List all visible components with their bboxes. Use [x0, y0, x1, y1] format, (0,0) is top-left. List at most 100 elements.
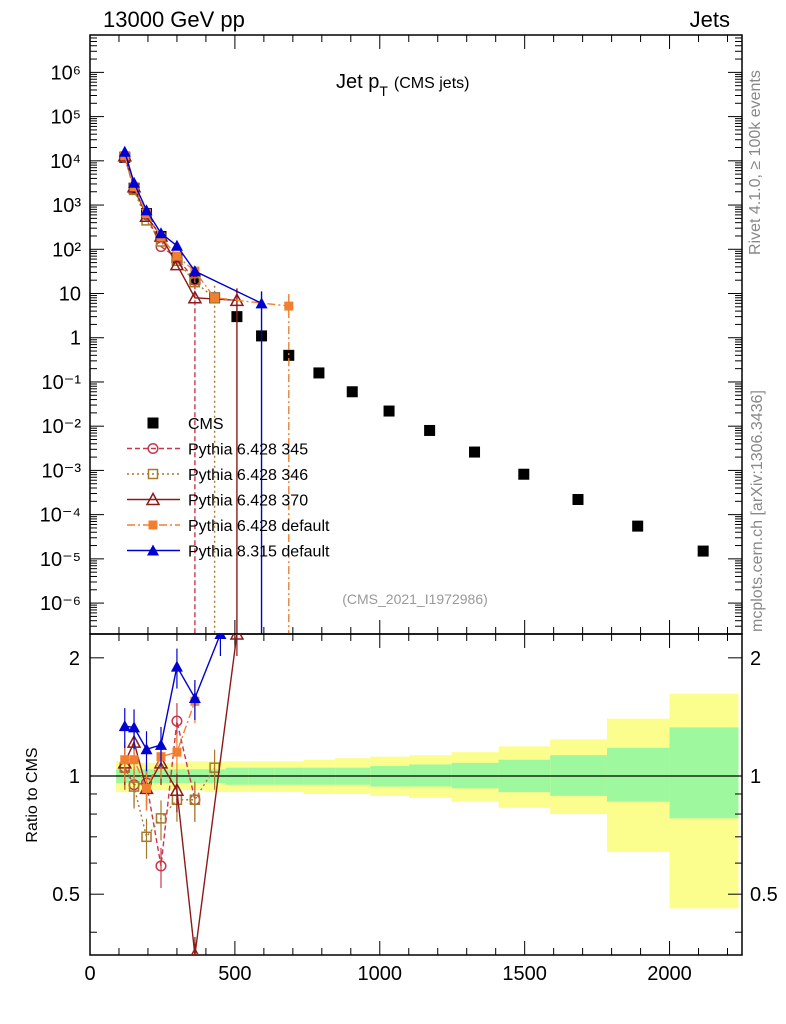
data-point [697, 545, 709, 557]
data-point [210, 293, 220, 303]
chart-title-main: Jet p [336, 71, 379, 93]
rivet-label: Rivet 4.1.0, ≥ 100k events [747, 70, 764, 255]
x-tick-label: 500 [218, 963, 251, 985]
ratio-point [155, 813, 167, 824]
data-point [188, 265, 201, 277]
data-point [283, 349, 295, 361]
data-point [383, 405, 395, 417]
series-line [124, 155, 237, 302]
legend-label: Pythia 6.428 default [188, 518, 330, 535]
ratio-point [189, 794, 201, 806]
legend-label: Pythia 6.428 346 [188, 467, 308, 484]
ratio-point [142, 783, 152, 793]
chart-title-extra: (CMS jets) [394, 75, 470, 92]
band-inner [669, 727, 739, 819]
data-point [469, 446, 481, 458]
ratio-point [140, 743, 153, 755]
y-tick-label: 10⁶ [51, 62, 81, 84]
data-point [154, 227, 167, 239]
y-tick-label: 10⁵ [50, 107, 81, 129]
y-tick-label: 10⁻⁵ [40, 549, 81, 571]
data-point [118, 145, 131, 157]
data-point [172, 251, 182, 261]
data-point [169, 257, 185, 271]
ratio-point [169, 782, 185, 796]
ratio-point [154, 738, 167, 750]
ratio-point [120, 755, 130, 765]
ratio-point [128, 781, 140, 792]
y-tick-label: 10 [59, 284, 81, 306]
x-tick-label: 1500 [502, 963, 547, 985]
data-point [572, 493, 584, 505]
data-point [346, 386, 358, 398]
main-series-group [117, 145, 709, 634]
legend: CMS Pythia 6.428 345 Pythia 6.428 346 Pythi… [127, 416, 330, 561]
legend-label: Pythia 6.428 345 [188, 442, 308, 459]
header-right: Jets [690, 7, 730, 32]
data-point [229, 292, 245, 307]
ratio-frame [89, 633, 743, 956]
ratio-point [214, 634, 227, 639]
ratio-y-tick-label: 1 [69, 766, 80, 788]
ratio-point [172, 747, 182, 757]
ratio-point [229, 634, 245, 640]
ratio-ylabel: Ratio to CMS [24, 747, 41, 842]
chart-title-sub: T [379, 83, 388, 99]
data-point [187, 290, 203, 304]
y-tick-label: 10⁻² [42, 416, 82, 438]
ratio-point [190, 947, 200, 955]
y-tick-label: 10⁻³ [42, 460, 82, 482]
ratio-y-tick-label-right: 1 [750, 766, 761, 788]
data-point [128, 176, 141, 188]
x-tick-label: 0 [84, 963, 95, 985]
ratio-panel: 0 500 1000 1500 2000 0.5 0.5 1 1 2 2 [52, 633, 778, 985]
legend-label: Pythia 6.428 370 [188, 493, 308, 510]
data-point [140, 204, 153, 216]
mcplots-label: mcplots.cern.ch [arXiv:1306.3436] [749, 390, 766, 632]
y-tick-label: 10⁻⁴ [40, 505, 81, 527]
ratio-point [188, 692, 201, 704]
ratio-y-tick-label: 0.5 [52, 884, 80, 906]
y-tick-label: 10³ [52, 195, 81, 217]
data-point [313, 367, 325, 379]
band-inner [606, 747, 670, 802]
data-point [255, 297, 268, 309]
y-tick-label: 1 [70, 328, 81, 350]
data-point [284, 301, 294, 311]
ratio-point [129, 755, 139, 765]
x-tick-label: 2000 [647, 963, 692, 985]
main-panel: 10⁻⁶ 10⁻⁵ 10⁻⁴ 10⁻³ 10⁻² 10⁻¹ 1 10 10² 10³ 10⁴ 10⁵ 1… [40, 34, 743, 635]
ratio-point [171, 715, 183, 727]
data-point [424, 424, 436, 436]
legend-marker [145, 491, 161, 506]
ratio-point [141, 831, 152, 843]
x-tick-label: 1000 [358, 963, 403, 985]
legend-marker [147, 442, 159, 455]
y-tick-label: 10⁻⁶ [40, 593, 81, 615]
series-line [124, 155, 289, 307]
data-point [632, 520, 644, 532]
ratio-series-group [117, 634, 245, 955]
y-tick-label: 10² [52, 239, 81, 261]
chart-title: Jet pT (CMS jets) [336, 71, 469, 99]
ratio-y-tick-label-right: 2 [750, 648, 761, 670]
ratio-point [128, 721, 141, 733]
ratio-point [155, 860, 167, 872]
legend-marker [147, 544, 159, 556]
legend-label: CMS [188, 416, 224, 433]
ratio-point [170, 660, 183, 672]
y-tick-label: 10⁻¹ [42, 372, 82, 394]
data-point [170, 239, 183, 251]
legend-label: Pythia 8.315 default [188, 544, 330, 561]
ratio-y-tick-label: 2 [69, 648, 80, 670]
legend-marker [148, 520, 158, 530]
data-point [518, 468, 530, 480]
data-point [189, 276, 201, 288]
ratio-y-tick-label-right: 0.5 [750, 884, 778, 906]
legend-marker [147, 468, 159, 480]
header-left: 13000 GeV pp [103, 7, 245, 32]
series-line [124, 156, 216, 299]
legend-marker [147, 417, 159, 429]
ratio-point [118, 720, 131, 732]
